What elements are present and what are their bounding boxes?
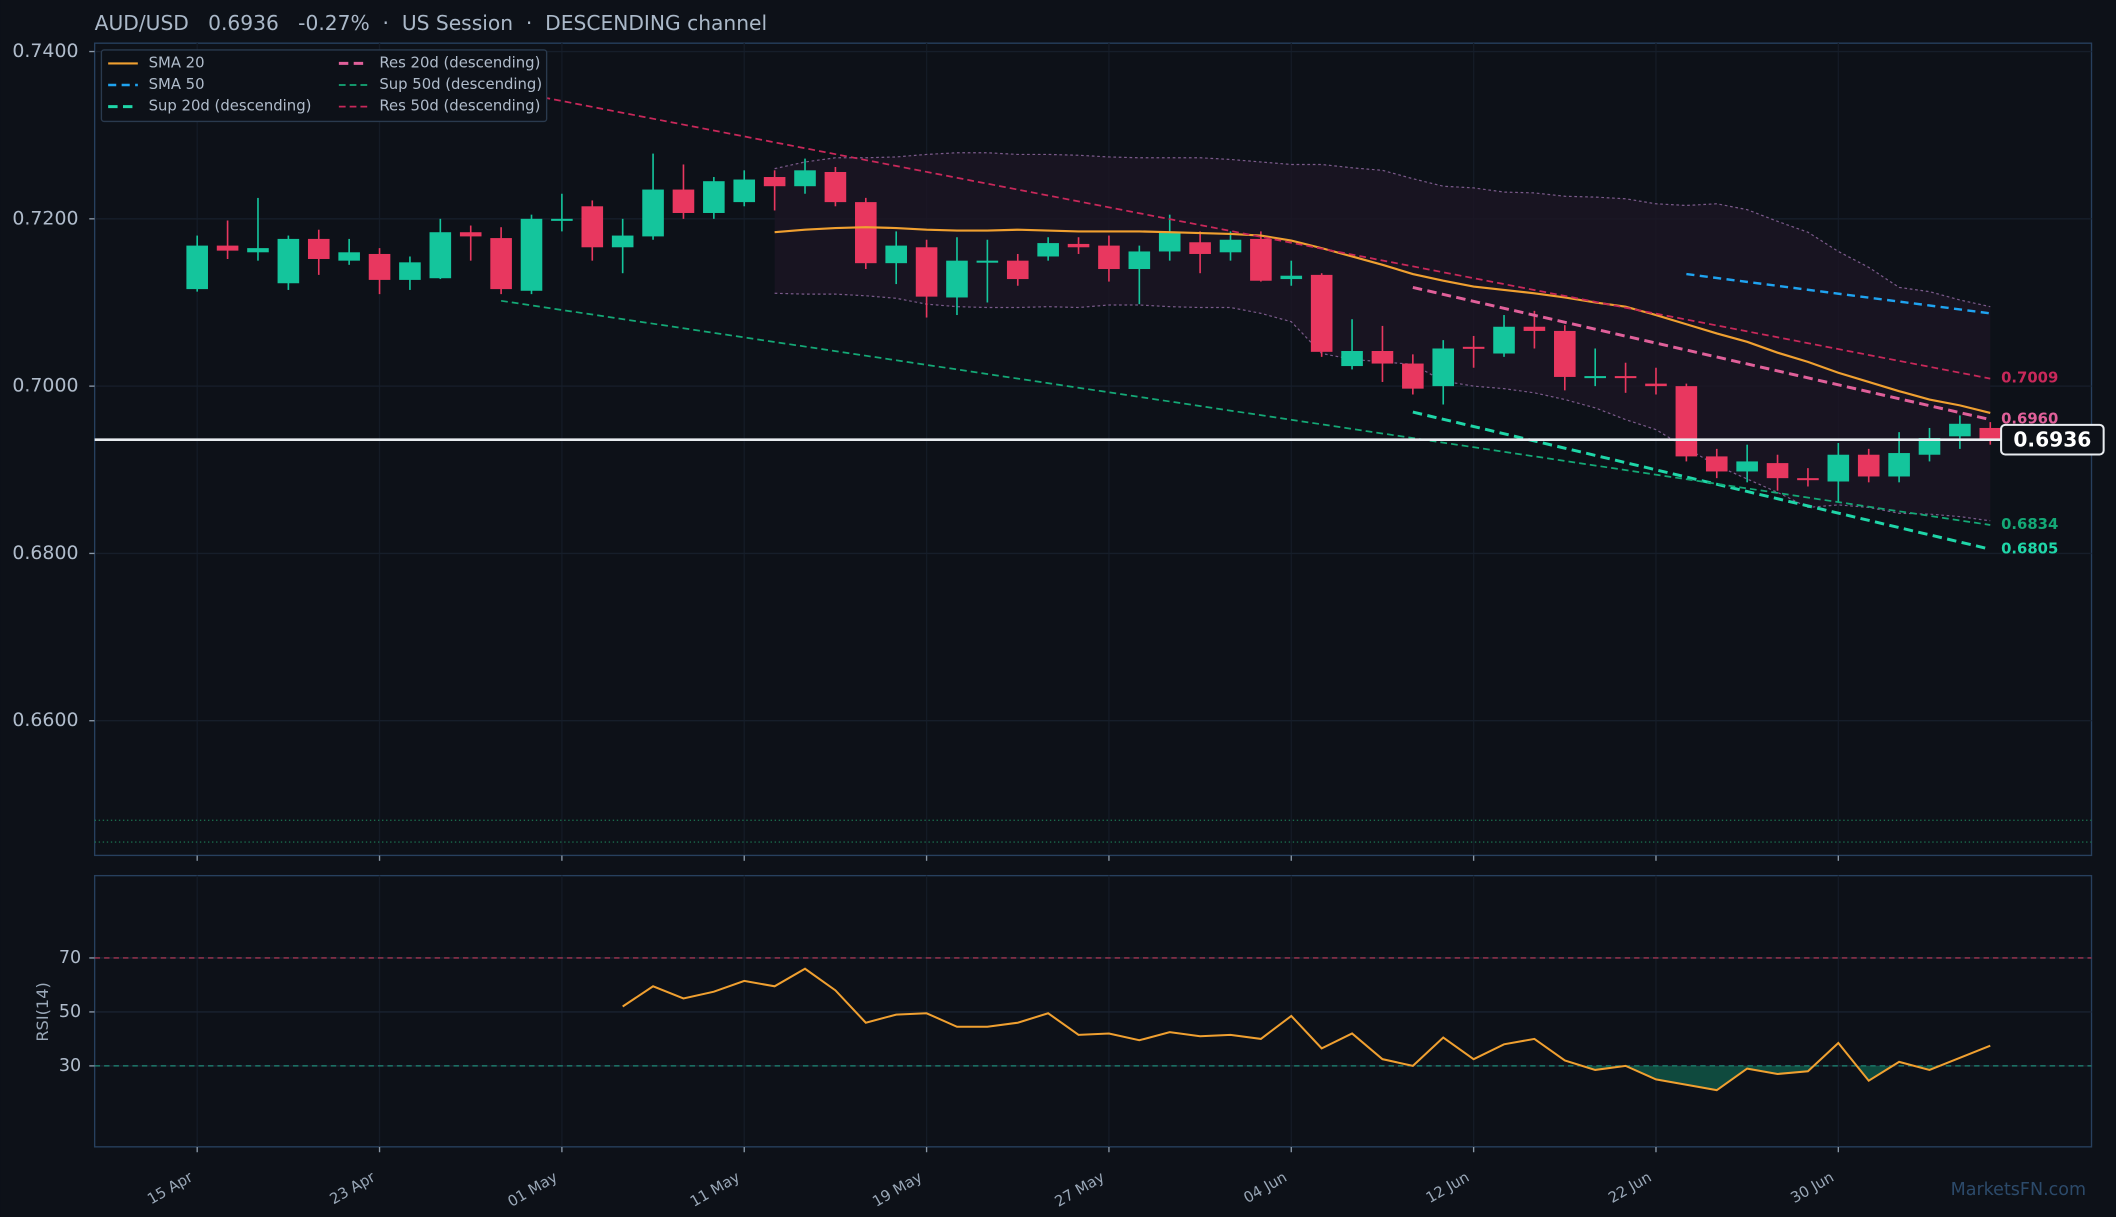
candle-body — [1797, 478, 1819, 481]
candle-body — [1584, 376, 1606, 379]
candle-body — [520, 218, 543, 291]
series-line — [774, 226, 1991, 414]
legend-label: SMA 20 — [149, 54, 205, 71]
y-tick-label: 0.6800 — [12, 542, 78, 564]
candle-body — [763, 177, 786, 187]
candle-body — [703, 181, 725, 213]
candle-body — [399, 262, 421, 280]
series-line — [500, 88, 1991, 380]
legend-label: SMA 50 — [149, 76, 205, 93]
rsi-line — [622, 967, 1991, 1092]
candle-body — [733, 179, 756, 203]
candle-body — [611, 235, 634, 248]
legend: SMA 20 SMA 50 Sup 20d (descending) Res 20d … — [100, 49, 548, 123]
candle-body — [1857, 454, 1880, 477]
candle-body — [429, 232, 452, 279]
series-line — [1412, 285, 1991, 422]
series-line — [500, 299, 1991, 526]
candle-body — [976, 260, 999, 263]
oversold-fill — [622, 1065, 1991, 1091]
last-price-box — [2000, 423, 2105, 456]
candle-body — [1888, 453, 1910, 477]
legend-box — [100, 49, 548, 123]
y-tick-label: 0.7200 — [12, 207, 78, 229]
band-upper — [774, 152, 1991, 308]
candle-body — [1371, 351, 1394, 364]
candle-body — [1189, 242, 1211, 254]
candle-body — [1006, 260, 1029, 280]
candle-body — [1098, 245, 1120, 270]
candle-body — [642, 189, 664, 237]
candle-body — [338, 252, 360, 261]
last-price-label: 0.6936 — [2013, 428, 2091, 452]
candle-body — [459, 232, 482, 237]
candle-body — [1827, 454, 1850, 482]
candle-body — [1766, 463, 1789, 479]
candle-body — [247, 248, 269, 253]
y-tick-label: 70 — [59, 948, 81, 968]
candle-body — [1949, 423, 1971, 437]
y-tick-label: 0.7400 — [12, 40, 78, 62]
legend-label: Sup 50d (descending) — [379, 76, 542, 93]
candle-body — [1432, 348, 1455, 387]
legend-label: Res 20d (descending) — [379, 54, 540, 71]
series-line — [1686, 272, 1991, 315]
candle-body — [368, 253, 391, 280]
candle-body — [1736, 461, 1758, 472]
candle-body — [1918, 437, 1941, 455]
legend-label: Sup 20d (descending) — [149, 98, 312, 115]
candle-body — [1705, 456, 1728, 472]
rsi-axis-label: RSI(14) — [33, 982, 52, 1042]
candle-body — [1462, 346, 1485, 349]
y-tick-label: 0.7000 — [12, 375, 78, 397]
candle-body — [915, 247, 938, 297]
series-end-label: 0.6834 — [2001, 516, 2058, 533]
candle-body — [1280, 275, 1303, 280]
candle-body — [1037, 243, 1059, 257]
watermark: MarketsFN.com — [1951, 1180, 2086, 1200]
candle-body — [581, 206, 604, 248]
series-end-label: 0.6805 — [2001, 540, 2058, 557]
candle-body — [1341, 351, 1363, 367]
candle-body — [1675, 386, 1698, 457]
candle-body — [186, 245, 208, 290]
candle-body — [1402, 363, 1424, 389]
series-line — [1412, 410, 1991, 551]
candle-body — [277, 238, 300, 284]
candle-body — [946, 260, 968, 298]
legend-label: Res 50d (descending) — [379, 98, 540, 115]
candle-body — [1158, 232, 1181, 252]
candle-body — [1523, 326, 1546, 331]
candle-body — [794, 170, 816, 187]
candle-body — [1554, 330, 1576, 377]
y-tick-label: 0.6600 — [12, 709, 78, 731]
candle-body — [1219, 239, 1242, 253]
y-tick-label: 30 — [59, 1056, 81, 1076]
candle-body — [551, 218, 573, 221]
candle-body — [885, 245, 907, 264]
candle-body — [490, 238, 512, 290]
candle-body — [1614, 376, 1637, 379]
candle-body — [1067, 243, 1090, 248]
candle-body — [1493, 326, 1515, 354]
candle-body — [1310, 274, 1333, 352]
candle-body — [672, 189, 695, 213]
candle-body — [855, 202, 877, 264]
candle-body — [824, 171, 847, 203]
candle-body — [1645, 383, 1667, 387]
series-end-label: 0.7009 — [2001, 370, 2058, 387]
candle-body — [1250, 238, 1272, 281]
series-end-label: 0.6960 — [2001, 411, 2058, 428]
y-tick-label: 50 — [59, 1002, 81, 1022]
candle-body — [1128, 251, 1151, 270]
candle-body — [1979, 427, 2002, 440]
chart-title: AUD/USD 0.6936 -0.27% · US Session · DES… — [95, 11, 767, 35]
candle-body — [307, 238, 330, 259]
candle-body — [216, 245, 239, 251]
